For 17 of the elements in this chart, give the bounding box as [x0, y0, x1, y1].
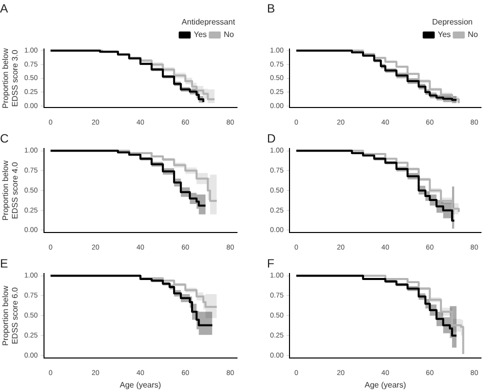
- legend-label: Yes: [194, 30, 207, 40]
- chart-title: E: [0, 256, 8, 271]
- chart-title: D: [267, 132, 276, 146]
- legend-label: No: [224, 30, 235, 40]
- y-axis-title: Proportion below EDSS score 6.0: [1, 285, 20, 346]
- y-axis-title: Proportion below EDSS score 4.0: [1, 160, 20, 221]
- chart-title: F: [267, 256, 274, 271]
- chart-title: C: [0, 132, 9, 146]
- legend-label: No: [468, 30, 479, 40]
- legend-title: Antidepressant: [182, 18, 236, 27]
- chart-title: B: [267, 2, 276, 16]
- x-axis-title: Age (years): [364, 380, 406, 390]
- y-axis-title: Proportion below EDSS score 3.0: [1, 48, 20, 108]
- x-axis-title: Age (years): [120, 380, 162, 390]
- chart-title: A: [0, 2, 8, 16]
- legend-label: Yes: [438, 30, 451, 40]
- legend-title: Depression: [432, 18, 473, 27]
